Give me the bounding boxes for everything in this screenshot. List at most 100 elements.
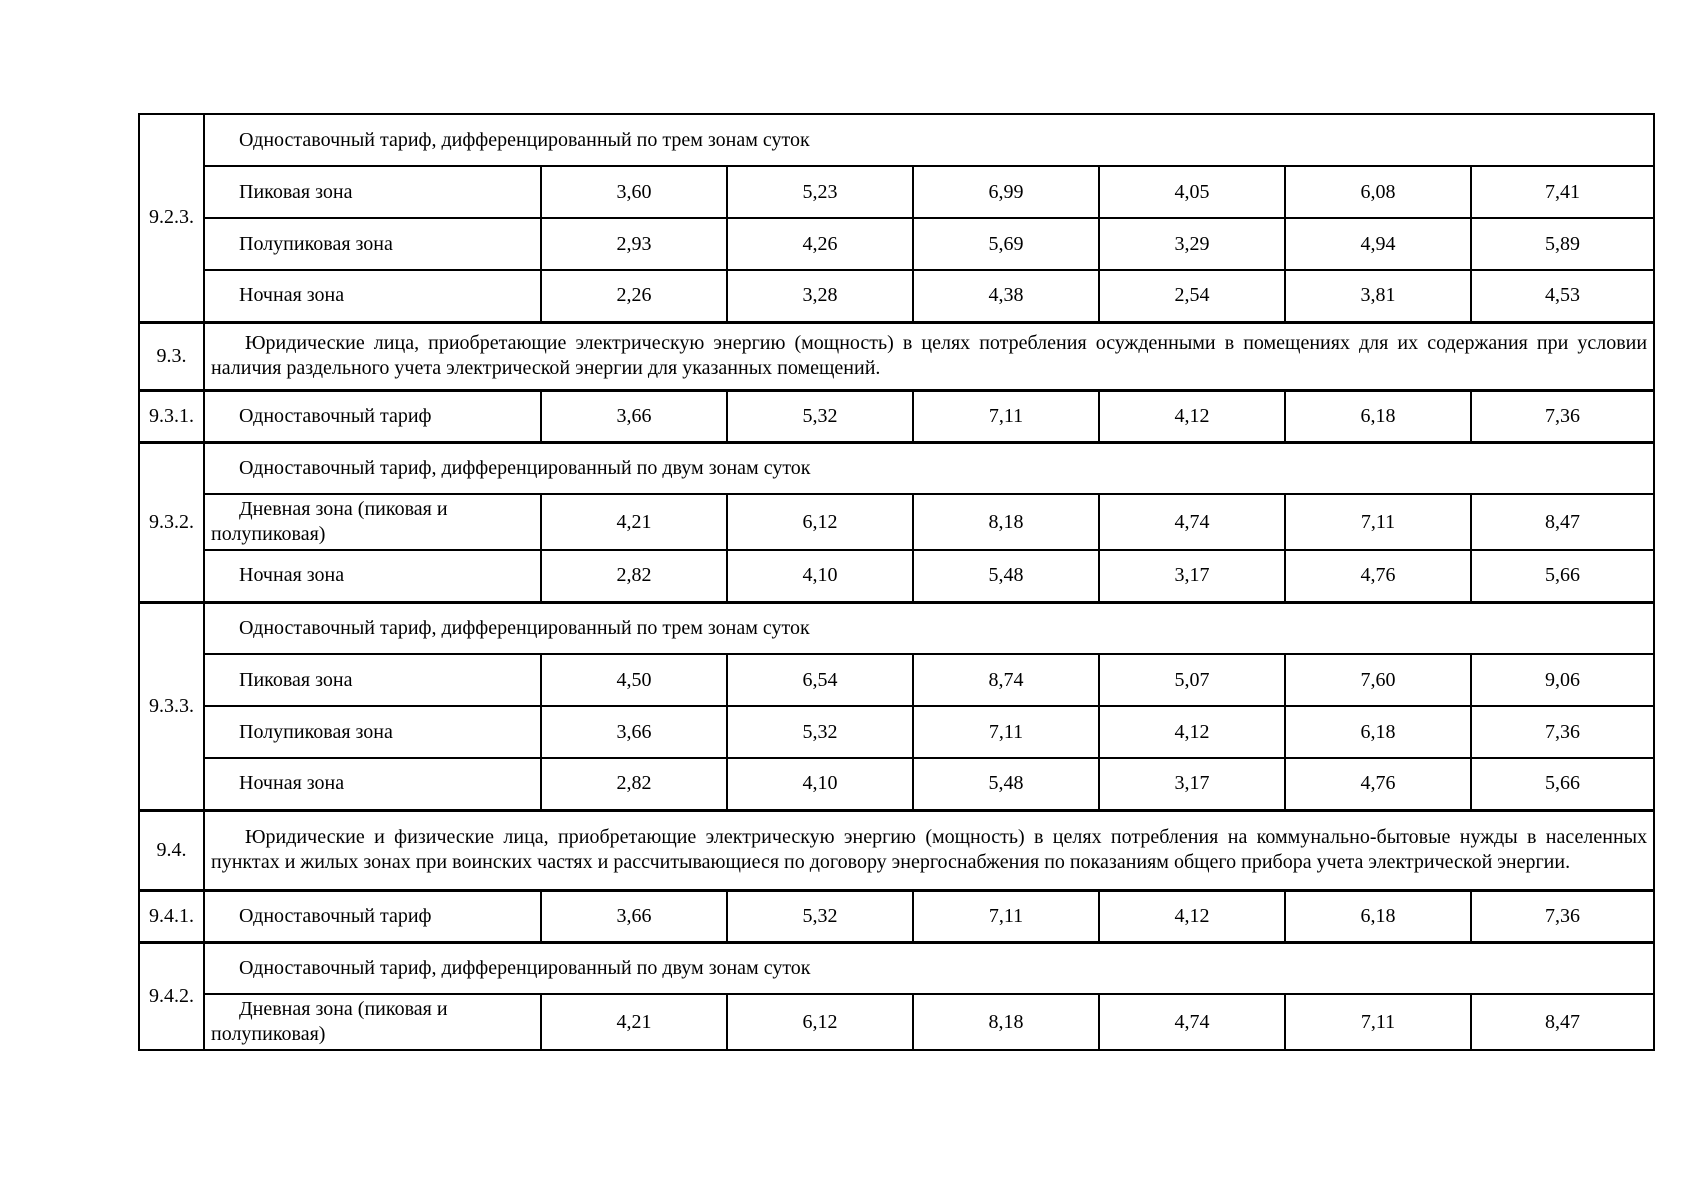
section-number-cell: 9.2.3. [138,113,205,323]
tariff-header-cell: Одноставочный тариф, дифференцированный … [202,113,1656,167]
tariff-value-cell: 4,12 [1098,705,1286,759]
tariff-value-cell: 6,08 [1284,165,1472,219]
zone-label-cell: Дневная зона (пиковая и полупиковая) [203,493,542,551]
table-row: Ночная зона 2,82 4,10 5,48 3,17 4,76 5,6… [139,757,1656,811]
tariff-value-cell: 7,11 [912,705,1100,759]
tariff-value-cell: 6,12 [726,993,914,1051]
tariff-value-cell: 5,66 [1469,757,1656,811]
tariff-value-cell: 3,60 [540,165,728,219]
tariff-value-cell: 2,82 [540,757,728,811]
tariff-value-cell: 4,74 [1098,993,1286,1051]
tariff-value-cell: 4,10 [726,757,914,811]
tariff-value-cell: 8,47 [1469,993,1656,1051]
tariff-value-cell: 6,18 [1284,705,1472,759]
tariff-value-cell: 3,17 [1098,549,1286,603]
tariff-value-cell: 4,12 [1098,888,1286,943]
tariff-value-cell: 4,53 [1469,269,1656,323]
table-row: 9.3.1. Одноставочный тариф 3,66 5,32 7,1… [138,388,1656,443]
tariff-value-cell: 7,11 [912,888,1100,943]
tariff-value-cell: 7,36 [1469,705,1656,759]
tariff-value-cell: 4,94 [1284,217,1472,271]
table-row: 9.3.3. Одноставочный тариф, дифференциро… [138,600,1656,811]
zone-label-cell: Полупиковая зона [203,217,542,271]
table-row: Ночная зона 2,26 3,28 4,38 2,54 3,81 4,5… [139,269,1656,323]
tariff-value-cell: 3,29 [1098,217,1286,271]
table-row: 9.3. Юридические лица, приобретающие эле… [138,320,1656,391]
section-description-cell: Юридические и физические лица, приобрета… [202,808,1656,891]
tariff-value-cell: 6,99 [912,165,1100,219]
tariff-value-cell: 7,36 [1469,888,1656,943]
tariff-value-cell: 8,74 [912,653,1100,707]
tariff-value-cell: 7,60 [1284,653,1472,707]
section-number-cell: 9.4. [138,808,205,891]
table-row: Дневная зона (пиковая и полупиковая) 4,2… [139,993,1656,1051]
table-row: Полупиковая зона 2,93 4,26 5,69 3,29 4,9… [139,217,1656,271]
tariff-value-cell: 7,41 [1469,165,1656,219]
table-row: 9.2.3. Одноставочный тариф, дифференциро… [138,113,1656,323]
tariff-value-cell: 4,21 [540,493,728,551]
tariff-value-cell: 7,11 [1284,493,1472,551]
tariff-value-cell: 4,50 [540,653,728,707]
tariff-value-cell: 6,18 [1284,388,1472,443]
tariff-value-cell: 5,23 [726,165,914,219]
table-row: 9.4.1. Одноставочный тариф 3,66 5,32 7,1… [138,888,1656,943]
tariff-value-cell: 8,18 [912,993,1100,1051]
zone-label-cell: Одноставочный тариф [203,888,542,943]
tariff-value-cell: 3,66 [540,888,728,943]
tariff-value-cell: 2,82 [540,549,728,603]
tariff-value-cell: 3,81 [1284,269,1472,323]
zone-label-cell: Одноставочный тариф [203,388,542,443]
table-row: Пиковая зона 4,50 6,54 8,74 5,07 7,60 9,… [139,653,1656,707]
tariff-header-cell: Одноставочный тариф, дифференцированный … [202,440,1656,495]
tariff-value-cell: 6,12 [726,493,914,551]
tariff-value-cell: 3,66 [540,388,728,443]
zone-label-cell: Дневная зона (пиковая и полупиковая) [203,993,542,1051]
tariff-value-cell: 2,54 [1098,269,1286,323]
tariff-value-cell: 5,32 [726,388,914,443]
table-row: Ночная зона 2,82 4,10 5,48 3,17 4,76 5,6… [139,549,1656,603]
tariff-value-cell: 4,21 [540,993,728,1051]
tariff-value-cell: 7,11 [912,388,1100,443]
zone-label-cell: Пиковая зона [203,165,542,219]
table-row: Полупиковая зона 3,66 5,32 7,11 4,12 6,1… [139,705,1656,759]
tariff-value-cell: 2,26 [540,269,728,323]
section-number-cell: 9.3.2. [138,440,205,603]
zone-label-cell: Ночная зона [203,757,542,811]
tariff-value-cell: 3,28 [726,269,914,323]
zone-label-cell: Ночная зона [203,269,542,323]
tariff-value-cell: 4,10 [726,549,914,603]
tariff-value-cell: 5,07 [1098,653,1286,707]
section-number-cell: 9.3.3. [138,600,205,811]
tariff-value-cell: 4,38 [912,269,1100,323]
tariff-header-cell: Одноставочный тариф, дифференцированный … [202,940,1656,995]
tariff-value-cell: 4,12 [1098,388,1286,443]
tariff-value-cell: 5,66 [1469,549,1656,603]
zone-label-cell: Пиковая зона [203,653,542,707]
tariff-value-cell: 4,26 [726,217,914,271]
section-number-cell: 9.3.1. [138,388,205,443]
tariff-value-cell: 4,76 [1284,549,1472,603]
section-number-cell: 9.3. [138,320,205,391]
tariff-value-cell: 8,47 [1469,493,1656,551]
tariff-value-cell: 5,69 [912,217,1100,271]
section-number-cell: 9.4.1. [138,888,205,943]
table-row: 9.4.2. Одноставочный тариф, дифференциро… [138,940,1656,1051]
tariff-value-cell: 3,66 [540,705,728,759]
tariff-value-cell: 7,36 [1469,388,1656,443]
section-number-cell: 9.4.2. [138,940,205,1051]
tariff-value-cell: 9,06 [1469,653,1656,707]
table-row: Дневная зона (пиковая и полупиковая) 4,2… [139,493,1656,551]
table-row: 9.4. Юридические и физические лица, прио… [138,808,1656,891]
tariff-value-cell: 4,05 [1098,165,1286,219]
zone-label-cell: Полупиковая зона [203,705,542,759]
tariff-value-cell: 5,48 [912,549,1100,603]
tariff-table: 9.2.3. Одноставочный тариф, дифференциро… [138,113,1656,1051]
tariff-value-cell: 5,32 [726,888,914,943]
tariff-value-cell: 6,18 [1284,888,1472,943]
section-description-cell: Юридические лица, приобретающие электрич… [202,320,1656,391]
tariff-value-cell: 6,54 [726,653,914,707]
tariff-value-cell: 5,48 [912,757,1100,811]
table-row: 9.3.2. Одноставочный тариф, дифференциро… [138,440,1656,603]
zone-label-cell: Ночная зона [203,549,542,603]
